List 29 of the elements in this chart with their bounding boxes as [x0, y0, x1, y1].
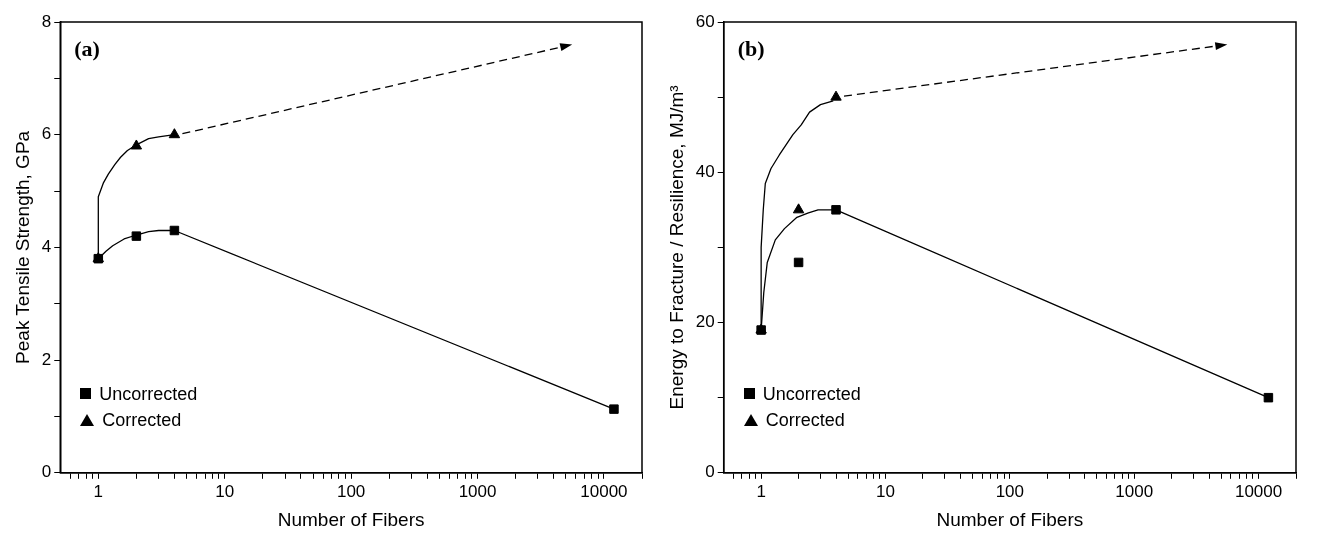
legend-label: Uncorrected [762, 382, 861, 406]
y-tick-label: 0 [705, 462, 715, 482]
legend-label: Corrected [102, 408, 182, 432]
x-axis-title: Number of Fibers [936, 508, 1084, 530]
x-tick-label: 1000 [458, 481, 497, 501]
x-axis-title: Number of Fibers [277, 508, 425, 530]
y-axis-title: Peak Tensile Strength, GPa [11, 130, 33, 364]
y-tick-label: 20 [695, 312, 715, 332]
x-tick-label: 10000 [580, 481, 628, 501]
x-tick-label: 10 [215, 481, 235, 501]
y-tick-label: 0 [41, 462, 52, 482]
y-tick-label: 8 [41, 11, 52, 31]
x-tick-label: 100 [995, 481, 1025, 501]
y-tick-label: 2 [41, 349, 52, 369]
x-tick-label: 1 [93, 481, 104, 501]
y-tick-label: 40 [695, 161, 715, 181]
legend-label: Uncorrected [99, 382, 198, 406]
y-axis-title: Energy to Fracture / Resilience, MJ/m³ [665, 85, 687, 410]
annotation: (b) [737, 36, 765, 62]
x-tick-label: 1000 [1115, 481, 1154, 501]
y-tick-label: 60 [695, 11, 715, 31]
x-tick-label: 10 [876, 481, 895, 501]
x-tick-label: 1 [756, 481, 766, 501]
annotation: (a) [74, 36, 100, 62]
legend-label: Corrected [765, 408, 845, 432]
y-tick-label: 4 [41, 237, 52, 257]
y-tick-label: 6 [41, 124, 52, 144]
x-tick-label: 100 [336, 481, 366, 501]
x-tick-label: 10000 [1234, 481, 1283, 501]
